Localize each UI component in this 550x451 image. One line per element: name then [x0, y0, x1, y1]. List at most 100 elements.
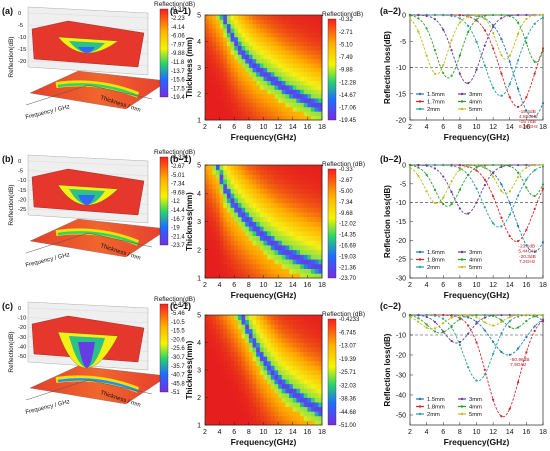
heatmap-cell	[311, 254, 316, 260]
series-point	[533, 60, 536, 63]
heatmap-cell	[292, 169, 297, 175]
heatmap-cell	[278, 230, 283, 237]
heatmap-cell	[241, 347, 246, 353]
heatmap-cell	[237, 165, 242, 171]
heatmap-cell	[318, 402, 323, 408]
heatmap-cell	[270, 19, 275, 25]
series-point	[483, 316, 486, 319]
heatmap-cell	[223, 32, 228, 38]
heatmap-cell	[248, 179, 253, 185]
heatmap-cell	[256, 356, 261, 362]
colorbar-tick: -32.03	[339, 383, 357, 389]
heatmap-cell	[274, 89, 279, 95]
heatmap-cell	[300, 202, 305, 208]
legend-label: 1.8mm	[427, 258, 445, 264]
legend-marker	[418, 412, 422, 416]
heatmap-cell	[307, 197, 312, 204]
heatmap-cell	[226, 111, 231, 117]
heatmap-cell	[270, 388, 275, 394]
heatmap-cell	[318, 193, 323, 199]
heatmap-cell	[252, 63, 257, 68]
heatmap-cell	[267, 235, 272, 241]
heatmap-cell	[314, 106, 319, 112]
legend-label: 1.8mm	[427, 405, 445, 411]
heatmap-cell	[263, 50, 268, 55]
heatmap-cell	[281, 406, 286, 412]
heatmap-cell	[303, 415, 308, 421]
y-tick: 3	[197, 65, 201, 72]
heatmap-cell	[212, 207, 217, 213]
heatmap-cell	[237, 54, 242, 60]
heatmap-cell	[223, 411, 228, 417]
heatmap-cell	[307, 319, 312, 325]
heatmap-cell	[289, 333, 294, 339]
heatmap-cell	[300, 32, 305, 38]
x-tick: 2	[203, 124, 207, 131]
heatmap-cell	[307, 226, 312, 232]
heatmap-cell	[212, 235, 217, 241]
heatmap-cell	[270, 71, 275, 77]
y-tick: 3	[197, 368, 201, 375]
heatmap-cell	[303, 337, 308, 343]
y-tick: -20	[396, 353, 406, 360]
heatmap-cell	[300, 54, 305, 60]
x-label: Frequency(GHz)	[444, 437, 510, 447]
heatmap-cell	[314, 71, 319, 77]
heatmap-cell	[256, 273, 261, 279]
heatmap-cell	[256, 89, 261, 95]
series-point	[508, 315, 511, 319]
heatmap-cell	[241, 263, 246, 269]
heatmap-cell	[241, 102, 246, 108]
colorbar-tick: -2.71	[339, 30, 353, 36]
heatmap-cell	[259, 36, 264, 42]
heatmap-cell	[245, 63, 250, 68]
series-point	[408, 164, 412, 167]
heatmap-cell	[292, 32, 297, 38]
series-point	[408, 316, 412, 319]
heatmap-cell	[289, 388, 294, 394]
heatmap-cell	[212, 230, 217, 237]
legend-label: 4mm	[469, 405, 482, 411]
heatmap-cell	[274, 263, 279, 269]
series-point	[492, 195, 495, 198]
heatmap-cell	[270, 263, 275, 269]
series-point	[475, 320, 478, 323]
heatmap-cell	[223, 174, 228, 180]
heatmap-cell	[226, 98, 231, 103]
heatmap-cell	[215, 402, 221, 408]
heatmap-cell	[318, 273, 323, 279]
heatmap-cell	[296, 411, 301, 417]
heatmap-cell	[259, 226, 264, 232]
heatmap-cell	[248, 85, 253, 90]
heatmap-cell	[234, 165, 239, 171]
heatmap-cell	[226, 28, 231, 33]
heatmap-cell	[226, 328, 231, 334]
x-tick: 12	[274, 429, 282, 436]
heatmap-cell	[300, 240, 305, 246]
series-point	[458, 318, 461, 321]
heatmap-cell	[300, 249, 305, 255]
heatmap-cell	[303, 23, 308, 29]
series-point	[492, 13, 495, 17]
heatmap-cell	[223, 106, 228, 112]
heatmap-cell	[270, 273, 275, 279]
heatmap-cell	[274, 179, 279, 185]
z-tick: -25	[18, 207, 26, 213]
heatmap-cell	[226, 415, 231, 421]
heatmap-cell	[205, 207, 210, 213]
heatmap-cell	[212, 415, 217, 421]
heatmap-cell	[245, 174, 250, 180]
heatmap-cell	[215, 45, 221, 51]
heatmap-cell	[300, 71, 305, 77]
heatmap-cell	[285, 216, 290, 222]
heatmap-cell	[267, 183, 272, 189]
heatmap-cell	[237, 174, 242, 180]
heatmap-cell	[270, 315, 275, 320]
heatmap-cell	[300, 324, 305, 330]
series-point	[483, 14, 486, 17]
heatmap-cell	[267, 221, 272, 227]
heatmap-cell	[208, 76, 213, 82]
heatmap-cell	[241, 36, 246, 42]
heatmap-cell	[226, 202, 231, 208]
heatmap-cell	[256, 63, 261, 68]
